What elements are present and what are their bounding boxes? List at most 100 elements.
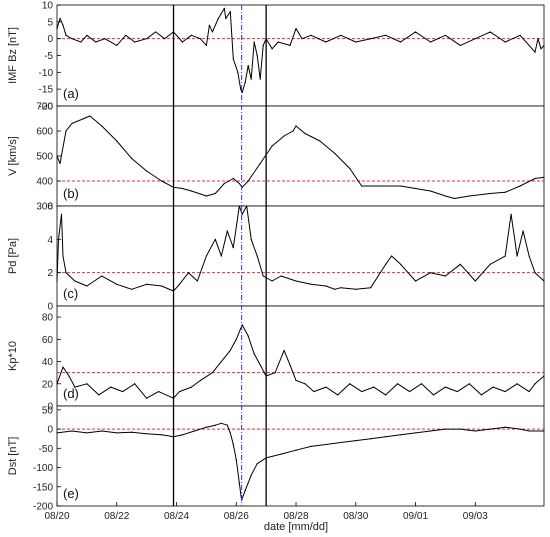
data-point [292, 130, 294, 132]
data-point [211, 372, 213, 374]
y-tick-label: 0 [47, 425, 53, 436]
x-axis: 08/20 08/22 08/24 08/26 08/28 08/30 09/01 09/03 [44, 502, 488, 522]
data-point [459, 263, 461, 265]
data-point [489, 428, 491, 430]
data-point [349, 167, 351, 170]
data-point [259, 162, 261, 165]
data-point [408, 390, 411, 393]
data-point [86, 34, 88, 36]
data-point [116, 140, 118, 142]
data-point [163, 38, 166, 40]
data-point [277, 41, 279, 43]
data-point [211, 31, 213, 33]
data-point [131, 288, 133, 290]
data-point [310, 445, 312, 447]
y-tick-label: 4 [47, 235, 53, 246]
data-point [98, 394, 100, 396]
data-point [304, 132, 306, 135]
data-point [519, 185, 521, 187]
data-point [468, 383, 470, 385]
data-point [429, 272, 432, 274]
data-point [295, 27, 297, 30]
data-point [62, 255, 64, 257]
y-tick-label: 10 [42, 1, 54, 12]
panel-frame [56, 405, 545, 507]
data-point [56, 383, 58, 385]
x-tick-label: 08/26 [224, 511, 249, 522]
data-point [104, 38, 106, 40]
data-point [259, 364, 261, 366]
data-point [537, 38, 539, 40]
y-tick-label: 0 [47, 34, 53, 45]
panel-label: (e) [63, 486, 79, 501]
data-point [235, 459, 237, 461]
data-point [237, 71, 239, 73]
data-point [349, 383, 351, 385]
data-point [528, 390, 530, 393]
data-point [468, 195, 470, 197]
data-point [444, 275, 447, 277]
y-tick-label: 5 [47, 17, 53, 28]
data-point [65, 272, 67, 274]
data-point [340, 441, 342, 444]
data-point [504, 426, 506, 428]
data-point [397, 383, 399, 385]
data-point [337, 394, 339, 396]
data-point [205, 195, 207, 197]
data-point [295, 449, 297, 451]
data-point [379, 185, 381, 187]
data-point [57, 238, 60, 240]
data-point [71, 38, 73, 40]
data-point [355, 288, 357, 290]
data-point [340, 287, 342, 289]
data-point [246, 205, 248, 207]
data-point [146, 433, 148, 435]
data-point [181, 434, 184, 436]
data-point [429, 190, 432, 192]
y-axis-label: IMF Bz [nT] [7, 27, 19, 84]
data-point [370, 438, 372, 440]
data-point [146, 38, 148, 40]
data-point [334, 152, 336, 155]
data-point [489, 192, 491, 195]
data-point [474, 280, 476, 282]
panel-frame [56, 105, 545, 207]
y-tick-label: 700 [36, 102, 53, 113]
data-point [355, 440, 357, 442]
y-tick-label: 20 [42, 379, 54, 390]
data-point [226, 424, 228, 426]
data-point [262, 44, 264, 47]
data-point [516, 255, 518, 257]
data-point [414, 31, 417, 33]
data-point [229, 349, 231, 352]
data-point [116, 432, 118, 434]
data-point [304, 383, 306, 385]
data-point [226, 230, 228, 232]
data-point [214, 424, 216, 426]
data-point [385, 394, 387, 396]
data-point [229, 432, 231, 434]
data-point [516, 383, 518, 385]
data-point [489, 263, 491, 265]
data-point [444, 428, 447, 430]
data-point [86, 383, 88, 385]
y-axis-label: Kp*10 [7, 341, 19, 371]
data-point [101, 125, 103, 127]
data-point [74, 280, 76, 282]
data-point [220, 360, 222, 363]
data-point [429, 41, 432, 43]
data-point [283, 135, 285, 137]
data-point [271, 48, 273, 50]
data-point [295, 379, 297, 382]
data-point [528, 44, 530, 47]
x-axis-label: date [mm/dd] [264, 521, 328, 533]
y-tick-label: 60 [42, 335, 54, 346]
data-point [283, 349, 285, 352]
data-point [391, 255, 393, 257]
data-point [65, 34, 67, 36]
data-point [196, 280, 199, 282]
data-point [504, 255, 506, 257]
data-point [146, 397, 148, 399]
data-point [271, 280, 273, 282]
panel-label: (d) [63, 386, 79, 401]
